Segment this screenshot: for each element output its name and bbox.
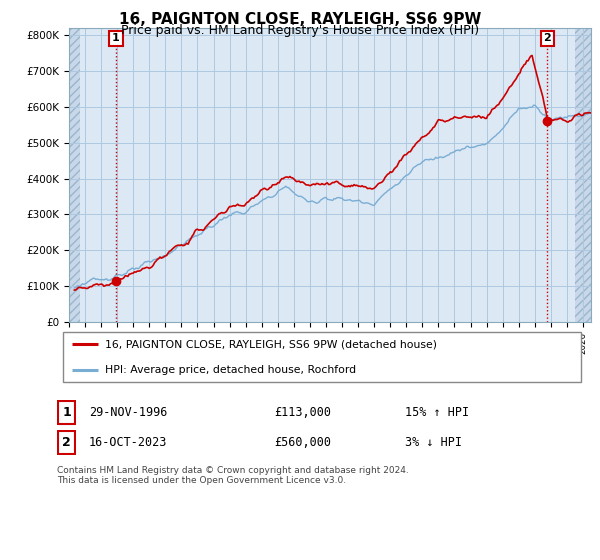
Text: 2: 2: [544, 33, 551, 43]
Text: 2: 2: [62, 436, 71, 449]
FancyBboxPatch shape: [62, 332, 581, 382]
Text: 16-OCT-2023: 16-OCT-2023: [89, 436, 167, 449]
Text: 3% ↓ HPI: 3% ↓ HPI: [404, 436, 461, 449]
FancyBboxPatch shape: [58, 431, 75, 454]
Text: £560,000: £560,000: [274, 436, 331, 449]
Text: 29-NOV-1996: 29-NOV-1996: [89, 406, 167, 419]
Text: Contains HM Land Registry data © Crown copyright and database right 2024.
This d: Contains HM Land Registry data © Crown c…: [57, 466, 409, 486]
Bar: [575, 28, 591, 322]
Text: 1: 1: [62, 406, 71, 419]
Text: Price paid vs. HM Land Registry's House Price Index (HPI): Price paid vs. HM Land Registry's House …: [121, 24, 479, 36]
Text: 16, PAIGNTON CLOSE, RAYLEIGH, SS6 9PW (detached house): 16, PAIGNTON CLOSE, RAYLEIGH, SS6 9PW (d…: [104, 339, 437, 349]
Text: 16, PAIGNTON CLOSE, RAYLEIGH, SS6 9PW: 16, PAIGNTON CLOSE, RAYLEIGH, SS6 9PW: [119, 12, 481, 27]
Text: 15% ↑ HPI: 15% ↑ HPI: [404, 406, 469, 419]
Text: £113,000: £113,000: [274, 406, 331, 419]
Text: 1: 1: [112, 33, 120, 43]
Bar: [69, 28, 80, 322]
FancyBboxPatch shape: [58, 401, 75, 424]
Text: HPI: Average price, detached house, Rochford: HPI: Average price, detached house, Roch…: [104, 365, 356, 375]
